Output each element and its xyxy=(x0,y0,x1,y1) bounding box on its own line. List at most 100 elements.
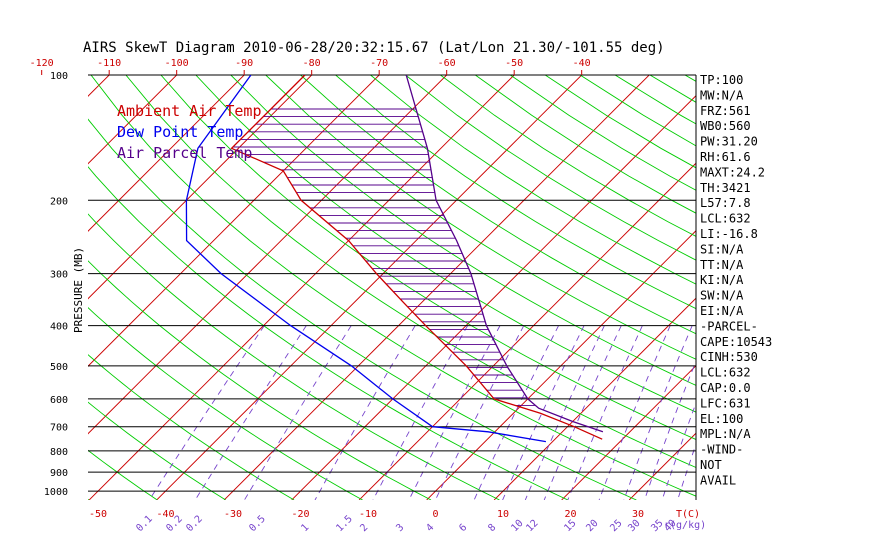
mixing-ratio-line xyxy=(543,325,622,500)
dry-adiabat-line xyxy=(88,354,295,500)
legend: Ambient Air Temp Dew Point Temp Air Parcel… xyxy=(117,102,262,162)
mixing-ratio-line xyxy=(244,325,352,500)
isotherm-line xyxy=(156,75,582,500)
mixing-ratio-line xyxy=(661,401,696,500)
mixing-ratio-line xyxy=(567,325,643,500)
index-entry: MPL:N/A xyxy=(700,427,751,441)
bottom-temp-label: 20 xyxy=(564,509,576,520)
index-entry: LI:-16.8 xyxy=(700,227,758,241)
mixing-ratio-label: 3 xyxy=(394,522,406,534)
bottom-temp-label: 10 xyxy=(497,509,509,520)
top-temp-label: -110 xyxy=(97,58,121,69)
index-entry: L57:7.8 xyxy=(700,196,751,210)
index-entry: RH:61.6 xyxy=(700,150,751,164)
mixing-ratio-label: 1.5 xyxy=(334,514,355,535)
sounding-series xyxy=(185,75,604,443)
index-entry: AVAIL xyxy=(700,473,736,487)
mixing-ratio-line xyxy=(372,325,468,500)
pressure-tick-label: 700 xyxy=(50,423,68,434)
bottom-temp-label: -50 xyxy=(89,509,107,520)
index-entry: -WIND- xyxy=(700,443,743,457)
mixing-ratio-label: 2 xyxy=(358,522,370,534)
pressure-tick-label: 900 xyxy=(50,468,68,479)
dry-adiabat-line xyxy=(475,75,696,214)
mixing-ratio-label: 20 xyxy=(584,518,600,534)
index-entry: NOT xyxy=(700,458,722,472)
dry-adiabat-line xyxy=(88,449,158,500)
legend-entry: Ambient Air Temp xyxy=(117,102,262,120)
top-temp-label: -100 xyxy=(165,58,189,69)
bottom-temp-label: -30 xyxy=(224,509,242,520)
dry-adiabat-line xyxy=(88,260,432,500)
dry-adiabat-line xyxy=(755,75,870,500)
mixing-ratio-label: 0.2 xyxy=(184,514,205,535)
index-entry: TP:100 xyxy=(700,73,743,87)
legend-entry: Dew Point Temp xyxy=(117,123,243,141)
index-entry: KI:N/A xyxy=(700,273,744,287)
legend-entry: Air Parcel Temp xyxy=(117,144,252,162)
dry-adiabat-line xyxy=(88,401,226,500)
pressure-tick-label: 400 xyxy=(50,322,68,333)
index-entry: TH:3421 xyxy=(700,181,751,195)
index-entry: CAPE:10543 xyxy=(700,335,772,349)
index-entry: MW:N/A xyxy=(700,88,744,102)
index-entry: -PARCEL- xyxy=(700,319,758,333)
index-entry: LCL:632 xyxy=(700,212,751,226)
mixing-ratio-line xyxy=(502,325,585,500)
pressure-tick-label: 1000 xyxy=(44,487,68,498)
isotherm-line xyxy=(88,75,110,97)
dry-adiabat-line xyxy=(790,75,870,500)
top-temp-label: -120 xyxy=(30,58,54,69)
dry-adiabat-line xyxy=(405,75,696,261)
index-entry: CAP:0.0 xyxy=(700,381,751,395)
dry-adiabat-line xyxy=(88,307,363,500)
pressure-tick-label: 500 xyxy=(50,362,68,373)
series-line-3 xyxy=(405,75,604,433)
mixing-ratio-label: 0.1 xyxy=(134,514,155,535)
mixing-ratio-label: 15 xyxy=(562,518,578,534)
dry-adiabat-line xyxy=(88,118,637,500)
mixing-ratio-label: 4 xyxy=(424,522,436,534)
isotherm-line xyxy=(88,75,380,367)
dry-adiabat-line xyxy=(335,75,696,310)
isotherm-line xyxy=(223,75,650,500)
pressure-tick-label: 600 xyxy=(50,395,68,406)
mixing-ratio-line xyxy=(598,325,671,500)
y-axis-label: PRESSURE (MB) xyxy=(72,247,85,333)
bottom-temp-label: -40 xyxy=(156,509,174,520)
dry-adiabat-line xyxy=(195,75,696,413)
isotherm-line xyxy=(493,297,696,500)
chart-title: AIRS SkewT Diagram 2010-06-28/20:32:15.6… xyxy=(83,40,665,56)
mixing-ratio-line xyxy=(408,325,501,500)
index-entry: EI:N/A xyxy=(700,304,744,318)
mixing-ratio-label: 25 xyxy=(608,518,624,534)
isotherm-line xyxy=(88,75,312,300)
mixing-ratio-label: 6 xyxy=(457,522,469,534)
isobar-lines xyxy=(88,74,697,500)
pressure-tick-label: 800 xyxy=(50,447,68,458)
mixing-ratio-line xyxy=(644,359,696,500)
index-entry: MAXT:24.2 xyxy=(700,165,765,179)
mixing-ratio-line xyxy=(314,325,416,500)
top-temp-label: -60 xyxy=(438,58,456,69)
bottom-temp-label: -20 xyxy=(291,509,309,520)
dry-adiabat-grid xyxy=(0,75,870,500)
index-entry: LCL:632 xyxy=(700,366,751,380)
index-entry: PW:31.20 xyxy=(700,135,758,149)
mixing-ratio-grid xyxy=(148,325,696,500)
dry-adiabat-line xyxy=(88,166,569,500)
mixing-ratio-label: 30 xyxy=(626,518,642,534)
dry-adiabat-line xyxy=(90,75,696,497)
dry-adiabat-line xyxy=(440,75,696,237)
mixing-ratio-label: 0.5 xyxy=(247,514,268,535)
isotherm-line xyxy=(88,75,515,500)
isotherm-line xyxy=(0,75,42,500)
series-line-1 xyxy=(230,75,603,440)
dry-adiabat-line xyxy=(125,75,696,468)
dry-adiabat-line xyxy=(0,75,20,500)
mixing-ratio-unit: r(g/kg) xyxy=(664,520,706,531)
dry-adiabat-line xyxy=(300,75,696,335)
dry-adiabat-line xyxy=(88,213,500,500)
